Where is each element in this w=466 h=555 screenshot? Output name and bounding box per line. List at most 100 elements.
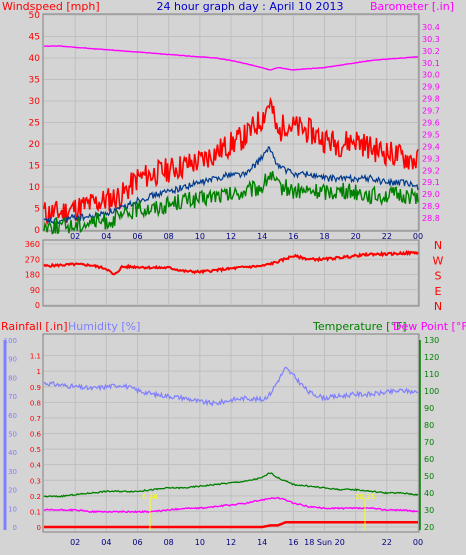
x-tick-label-top: 22 — [382, 232, 392, 241]
rain-y-tick-label: 0.5 — [30, 446, 41, 454]
temperature-y-tick-label: 60 — [424, 455, 434, 464]
wind-y-tick-label: 50 — [29, 11, 41, 21]
x-tick-label-bottom: 18 Sun 20 — [304, 538, 345, 547]
wind-y-tick-label: 40 — [29, 54, 41, 64]
rain-y-tick-label: 0.2 — [30, 493, 41, 501]
x-tick-label-top: 16 — [288, 232, 298, 241]
temperature-y-tick-label: 50 — [424, 472, 434, 481]
direction-y-tick-label: 270 — [25, 255, 40, 264]
wind-y-tick-label: 45 — [29, 33, 40, 43]
series-temperature-line — [43, 472, 419, 498]
rain-y-tick-label: 0.6 — [30, 431, 42, 439]
temperature-y-tick-label: 120 — [424, 353, 439, 362]
compass-label: S — [435, 270, 442, 283]
series-speed-line — [43, 170, 419, 235]
x-tick-label-top: 00 — [413, 232, 423, 241]
rain-y-tick-label: 0.3 — [30, 477, 41, 485]
barometer-y-tick-label: 29.7 — [422, 107, 440, 116]
x-tick-label-bottom: 14 — [257, 538, 267, 547]
sun-marker-label: 20:36 — [355, 493, 376, 501]
barometer-y-tick-label: 30.3 — [422, 35, 440, 44]
x-tick-label-bottom: 04 — [101, 538, 111, 547]
rain-y-tick-label: 1 — [37, 368, 41, 376]
barometer-y-tick-label: 29.6 — [422, 119, 440, 128]
temperature-y-tick-label: 90 — [424, 404, 434, 413]
barometer-y-tick-label: 29.5 — [422, 130, 440, 139]
rain-y-tick-label: 0.9 — [30, 384, 41, 392]
x-tick-label-bottom: 02 — [70, 538, 80, 547]
humidity-label: Humidity [%] — [68, 320, 140, 333]
compass-label: N — [434, 239, 442, 252]
humidity-y-tick-label: 70 — [8, 393, 17, 401]
rain-y-tick-label: 0 — [37, 524, 41, 532]
x-tick-label-bottom: 00 — [413, 538, 423, 547]
dewpoint-label: Dew Point [°F] — [393, 320, 466, 333]
temperature-y-tick-label: 70 — [424, 438, 434, 447]
temperature-y-tick-label: 80 — [424, 421, 434, 430]
series-direction-line — [43, 249, 419, 276]
x-tick-label-top: 18 — [319, 232, 329, 241]
temperature-label: Temperature [°F] — [312, 320, 407, 333]
x-tick-label-top: 08 — [164, 232, 174, 241]
series-gust-line — [43, 96, 419, 227]
compass-label: E — [435, 285, 442, 298]
temperature-y-tick-label: 110 — [424, 370, 439, 379]
series-rainfall-line — [44, 521, 418, 529]
barometer-y-tick-label: 30.2 — [422, 47, 440, 56]
rain-y-tick-label: 0.7 — [30, 415, 41, 423]
compass-label: W — [433, 254, 444, 267]
rain-y-tick-label: 0.4 — [30, 462, 42, 470]
x-tick-label-top: 02 — [70, 232, 80, 241]
compass-label: N — [434, 300, 442, 313]
x-tick-label-top: 04 — [101, 232, 111, 241]
x-tick-label-bottom: 10 — [195, 538, 205, 547]
rain-y-tick-label: 0.1 — [30, 508, 41, 516]
chart-title: 24 hour graph day : April 10 2013 — [157, 0, 344, 13]
windspeed-label: Windspeed [mph] — [2, 0, 100, 13]
temperature-y-tick-label: 100 — [424, 387, 439, 396]
temperature-y-tick-label: 130 — [424, 336, 439, 345]
wind-y-tick-label: 25 — [29, 119, 40, 129]
direction-y-tick-label: 0 — [35, 301, 40, 310]
humidity-y-tick-label: 50 — [8, 431, 17, 439]
sun-marker-label: 6:46 — [142, 493, 158, 501]
grid-layer — [44, 14, 419, 531]
series-average-line — [43, 146, 419, 225]
humidity-y-tick-label: 60 — [8, 412, 17, 420]
wind-y-tick-label: 15 — [29, 162, 40, 172]
barometer-y-tick-label: 29.2 — [422, 166, 440, 175]
wind-y-tick-label: 20 — [29, 140, 41, 150]
humidity-y-tick-label: 100 — [4, 337, 17, 345]
humidity-y-tick-label: 30 — [8, 468, 17, 476]
direction-y-tick-label: 90 — [30, 286, 40, 295]
humidity-y-tick-label: 0 — [13, 524, 17, 532]
x-tick-label-top: 12 — [226, 232, 236, 241]
wind-y-tick-label: 30 — [29, 97, 41, 107]
x-tick-label-top: 10 — [195, 232, 205, 241]
barometer-y-tick-label: 28.8 — [422, 214, 440, 223]
barometer-y-tick-label: 29.1 — [422, 178, 440, 187]
x-tick-label-bottom: 22 — [382, 538, 392, 547]
x-tick-label-bottom: 08 — [164, 538, 174, 547]
barometer-y-tick-label: 30.1 — [422, 59, 440, 68]
barometer-y-tick-label: 30.0 — [422, 71, 440, 80]
barometer-y-tick-label: 29.4 — [422, 142, 440, 151]
barometer-y-tick-label: 30.4 — [422, 23, 440, 32]
humidity-y-tick-label: 80 — [8, 374, 17, 382]
temperature-y-tick-label: 40 — [424, 489, 434, 498]
series-dewpoint-line — [43, 496, 419, 514]
series-humidity-line — [43, 366, 419, 407]
rainfall-label: Rainfall [.in] — [1, 320, 68, 333]
temperature-y-tick-label: 30 — [424, 506, 434, 515]
barometer-y-tick-label: 29.0 — [422, 190, 440, 199]
series-layer: 6:46 20:36 — [43, 45, 419, 530]
barometer-y-tick-label: 29.3 — [422, 154, 440, 163]
rain-y-tick-label: 1.1 — [30, 353, 41, 361]
barometer-y-tick-label: 29.9 — [422, 83, 440, 92]
temperature-y-tick-label: 20 — [424, 523, 434, 532]
humidity-y-tick-label: 20 — [8, 487, 17, 495]
wind-y-tick-label: 10 — [29, 183, 41, 193]
direction-y-tick-label: 180 — [25, 271, 40, 280]
x-tick-label-bottom: 12 — [226, 538, 236, 547]
